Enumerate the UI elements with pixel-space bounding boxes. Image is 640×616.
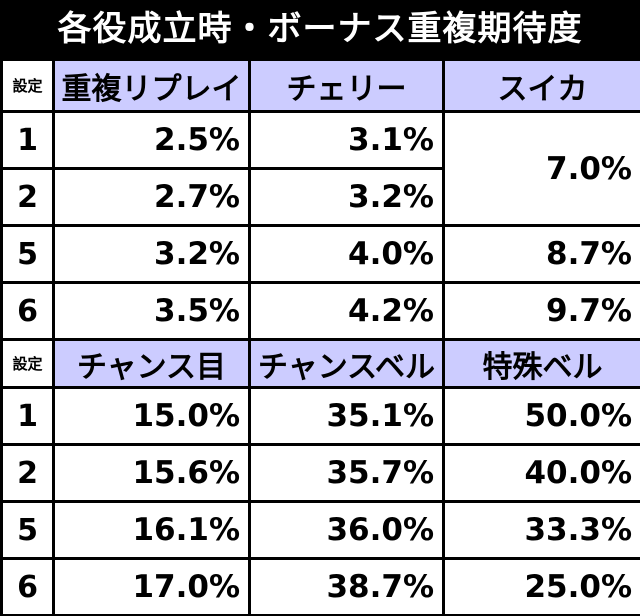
value-cell: 15.6% [52, 443, 251, 503]
row: 5 3.2% 4.0% 8.7% [0, 224, 640, 284]
title: 各役成立時・ボーナス重複期待度 [57, 9, 583, 49]
setting-cell: 2 [0, 443, 55, 503]
value-cell: 9.7% [442, 281, 640, 341]
value-cell: 2.5% [52, 110, 251, 170]
row: 1 15.0% 35.1% 50.0% [0, 386, 640, 446]
setting-cell: 6 [0, 281, 55, 341]
header-row: 設定 重複リプレイ チェリー スイカ [0, 58, 640, 113]
value-cell: 4.2% [248, 281, 445, 341]
value-cell: 40.0% [442, 443, 640, 503]
header-cell: 重複リプレイ [52, 58, 251, 113]
value-cell: 3.2% [248, 167, 445, 227]
setting-cell: 5 [0, 224, 55, 284]
value-cell: 50.0% [442, 386, 640, 446]
header-cell: 設定 [0, 58, 55, 113]
header-cell: 特殊ベル [442, 338, 640, 389]
value-cell: 38.7% [248, 557, 445, 616]
setting-cell: 2 [0, 167, 55, 227]
value-cell: 36.0% [248, 500, 445, 560]
value-cell: 4.0% [248, 224, 445, 284]
value-cell: 25.0% [442, 557, 640, 616]
value-cell: 7.0% [442, 110, 640, 227]
value-cell: 3.1% [248, 110, 445, 170]
header-cell: チェリー [248, 58, 445, 113]
row: 1 2.5% 3.1% 7.0% [0, 110, 640, 227]
setting-cell: 1 [0, 386, 55, 446]
value-cell: 16.1% [52, 500, 251, 560]
setting-cell: 5 [0, 500, 55, 560]
header-cell: スイカ [442, 58, 640, 113]
value-cell: 35.7% [248, 443, 445, 503]
header-cell: チャンス目 [52, 338, 251, 389]
value-cell: 2.7% [52, 167, 251, 227]
value-cell: 3.5% [52, 281, 251, 341]
header-cell: 設定 [0, 338, 55, 389]
row: 5 16.1% 36.0% 33.3% [0, 500, 640, 560]
row: 2 15.6% 35.7% 40.0% [0, 443, 640, 503]
value-cell: 33.3% [442, 500, 640, 560]
value-cell: 3.2% [52, 224, 251, 284]
value-cell: 17.0% [52, 557, 251, 616]
row: 6 17.0% 38.7% 25.0% [0, 557, 640, 616]
value-cell: 8.7% [442, 224, 640, 284]
odds-table: 設定 重複リプレイ チェリー スイカ 1 2.5% 3.1% 7.0% 2 2.… [0, 58, 640, 616]
header-row: 設定 チャンス目 チャンスベル 特殊ベル [0, 338, 640, 389]
setting-cell: 1 [0, 110, 55, 170]
value-cell: 35.1% [248, 386, 445, 446]
row: 2 2.7% 3.2% [0, 167, 640, 227]
header-cell: チャンスベル [248, 338, 445, 389]
value-cell: 15.0% [52, 386, 251, 446]
row: 6 3.5% 4.2% 9.7% [0, 281, 640, 341]
setting-cell: 6 [0, 557, 55, 616]
